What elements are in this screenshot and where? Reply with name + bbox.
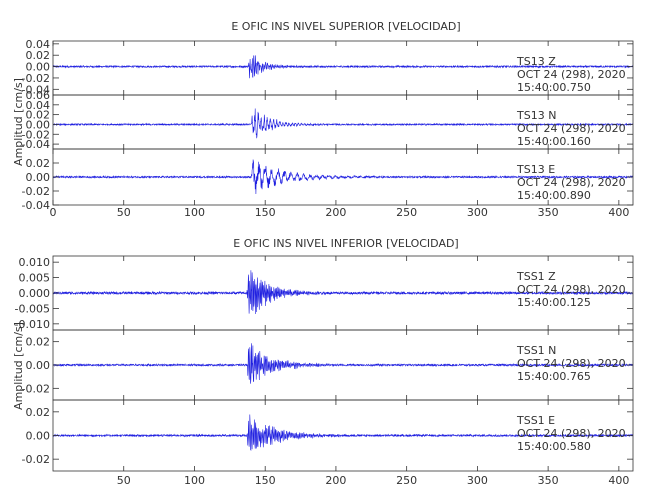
x-tick-label: 0 — [50, 206, 57, 219]
x-tick-label: 50 — [117, 206, 131, 219]
start-time-label: 15:40:00.580 — [517, 440, 591, 453]
start-time-label: 15:40:00.125 — [517, 296, 591, 309]
station-component-label: TS13 N — [516, 109, 556, 122]
x-tick-label: 200 — [325, 206, 346, 219]
station-component-label: TSS1 Z — [516, 270, 556, 283]
x-tick-label: 250 — [396, 206, 417, 219]
y-tick-label: 0.00 — [26, 61, 51, 74]
y-tick-label: -0.04 — [22, 83, 50, 96]
y-tick-label: -0.005 — [15, 302, 50, 315]
date-label: OCT 24 (298), 2020 — [517, 176, 626, 189]
date-label: OCT 24 (298), 2020 — [517, 68, 626, 81]
x-tick-label: 50 — [117, 474, 131, 487]
y-tick-label: 0.00 — [26, 430, 51, 443]
start-time-label: 15:40:00.750 — [517, 81, 591, 94]
y-tick-label: -0.04 — [22, 199, 50, 212]
y-tick-label: 0.000 — [19, 287, 51, 300]
station-component-label: TSS1 N — [516, 344, 556, 357]
date-label: OCT 24 (298), 2020 — [517, 427, 626, 440]
y-tick-label: -0.02 — [22, 185, 50, 198]
y-tick-label: -0.02 — [22, 72, 50, 85]
date-label: OCT 24 (298), 2020 — [517, 357, 626, 370]
y-tick-label: 0.010 — [19, 256, 51, 269]
y-tick-label: -0.02 — [22, 453, 50, 466]
y-tick-label: 0.02 — [26, 336, 51, 349]
y-tick-label: 0.04 — [26, 99, 51, 112]
chart-title: E OFIC INS NIVEL SUPERIOR [VELOCIDAD] — [231, 20, 460, 33]
seismic-trace-tss1-z — [52, 270, 634, 315]
x-tick-label: 300 — [467, 474, 488, 487]
x-tick-label: 350 — [538, 206, 559, 219]
x-tick-label: 100 — [184, 206, 205, 219]
y-tick-label: 0.005 — [19, 272, 51, 285]
start-time-label: 15:40:00.890 — [517, 189, 591, 202]
y-tick-label: 0.02 — [26, 109, 51, 122]
seismic-trace-ts13-n — [53, 108, 634, 139]
y-tick-label: -0.010 — [15, 318, 50, 331]
seismic-trace-ts13-e — [53, 159, 634, 195]
y-tick-label: -0.02 — [22, 382, 50, 395]
x-tick-label: 200 — [325, 474, 346, 487]
seismic-trace-ts13-z — [52, 55, 634, 79]
y-axis-label: Amplitud [cm/s] — [12, 78, 25, 166]
x-tick-label: 400 — [608, 474, 629, 487]
x-tick-label: 300 — [467, 206, 488, 219]
start-time-label: 15:40:00.765 — [517, 370, 591, 383]
station-component-label: TS13 Z — [516, 55, 556, 68]
y-axis-label: Amplitud [cm/s] — [12, 322, 25, 410]
upper-level-chart: E OFIC INS NIVEL SUPERIOR [VELOCIDAD] Am… — [12, 20, 634, 219]
y-tick-label: 0.00 — [26, 118, 51, 131]
y-tick-label: 0.02 — [26, 49, 51, 62]
seismic-trace-tss1-n — [52, 343, 633, 384]
station-component-label: TSS1 E — [516, 414, 555, 427]
y-tick-label: 0.02 — [26, 157, 51, 170]
y-tick-label: 0.04 — [26, 38, 51, 51]
x-tick-label: 150 — [255, 474, 276, 487]
x-tick-label: 250 — [396, 474, 417, 487]
station-component-label: TS13 E — [516, 163, 555, 176]
chart-title: E OFIC INS NIVEL INFERIOR [VELOCIDAD] — [233, 237, 458, 250]
y-tick-label: -0.04 — [22, 138, 50, 151]
start-time-label: 15:40:00.160 — [517, 135, 591, 148]
y-tick-label: 0.02 — [26, 406, 51, 419]
date-label: OCT 24 (298), 2020 — [517, 122, 626, 135]
x-tick-label: 400 — [608, 206, 629, 219]
x-tick-label: 150 — [255, 206, 276, 219]
lower-level-chart: E OFIC INS NIVEL INFERIOR [VELOCIDAD] Am… — [12, 237, 634, 487]
x-tick-label: 350 — [538, 474, 559, 487]
x-tick-label: 100 — [184, 474, 205, 487]
y-tick-label: 0.06 — [26, 89, 51, 102]
y-tick-label: 0.00 — [26, 171, 51, 184]
y-tick-label: -0.02 — [22, 128, 50, 141]
y-tick-label: 0.00 — [26, 359, 51, 372]
date-label: OCT 24 (298), 2020 — [517, 283, 626, 296]
seismic-trace-tss1-e — [52, 414, 634, 451]
